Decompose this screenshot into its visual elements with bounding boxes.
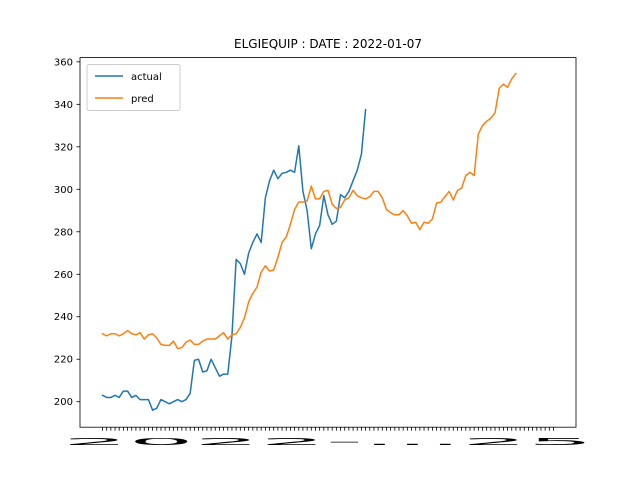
series-layer bbox=[101, 72, 517, 411]
y-tick-label: 200 bbox=[54, 397, 73, 408]
legend-label-pred: pred bbox=[131, 94, 154, 105]
y-tick-label: 280 bbox=[54, 227, 73, 238]
y-axis: 200 220 240 260 280 300 320 340 360 bbox=[54, 57, 80, 408]
y-tick-label: 320 bbox=[54, 142, 73, 153]
y-tick-label: 360 bbox=[54, 57, 73, 68]
legend-label-actual: actual bbox=[131, 72, 162, 83]
chart-title: ELGIEQUIP : DATE : 2022-01-07 bbox=[234, 37, 422, 51]
legend: actual pred bbox=[86, 64, 181, 111]
series-line-actual bbox=[101, 108, 367, 411]
y-tick-label: 240 bbox=[54, 312, 73, 323]
series-line-pred bbox=[101, 72, 517, 350]
y-tick-label: 300 bbox=[54, 185, 73, 196]
x-axis: 2022-...25 bbox=[63, 427, 594, 448]
x-tick-labels-overlap: 2022-...25 bbox=[63, 437, 594, 448]
plot-frame bbox=[79, 57, 577, 428]
y-tick-label: 220 bbox=[54, 355, 73, 366]
y-tick-label: 340 bbox=[54, 100, 73, 111]
y-tick-label: 260 bbox=[54, 270, 73, 281]
